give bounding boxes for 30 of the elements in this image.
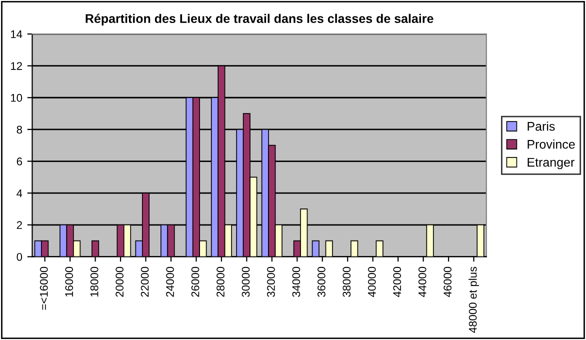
x-tick-label: 46000: [444, 266, 452, 298]
x-tick-label: 16000: [65, 266, 74, 296]
x-tick-label: 24000: [166, 266, 174, 297]
x-tick-label: 18000: [90, 266, 98, 296]
chart-title: Répartition des Lieux de travail dans les classes de salaire: [86, 14, 434, 26]
y-tick-label: 2: [16, 221, 22, 229]
legend-label: Province: [528, 140, 575, 149]
x-tick-label: 40000: [368, 266, 376, 298]
legend-label: Etranger: [528, 158, 574, 170]
x-tick-label: 26000: [191, 266, 200, 297]
y-tick-label: 4: [16, 189, 22, 198]
legend-label: Paris: [528, 122, 555, 131]
x-tick-label: =<16000: [40, 266, 48, 310]
y-tick-label: 8: [16, 126, 22, 134]
x-tick-label: 28000: [216, 266, 224, 297]
x-tick-label: 22000: [140, 266, 149, 297]
y-tick-label: 0: [16, 252, 22, 261]
x-tick-label: 30000: [242, 266, 250, 297]
y-tick-label: 6: [16, 158, 22, 166]
x-tick-label: 32000: [267, 266, 275, 297]
x-tick-label: 44000: [418, 266, 426, 298]
y-tick-label: 12: [10, 62, 22, 70]
x-tick-label: 38000: [342, 266, 351, 297]
y-tick-label: 14: [10, 30, 22, 38]
x-tick-label: 36000: [317, 266, 326, 297]
x-tick-label: 20000: [116, 266, 124, 297]
x-tick-label: 34000: [292, 266, 300, 297]
y-tick-label: 10: [10, 94, 22, 102]
x-tick-label: 48000 et plus: [468, 266, 479, 333]
x-tick-label: 42000: [393, 266, 402, 298]
